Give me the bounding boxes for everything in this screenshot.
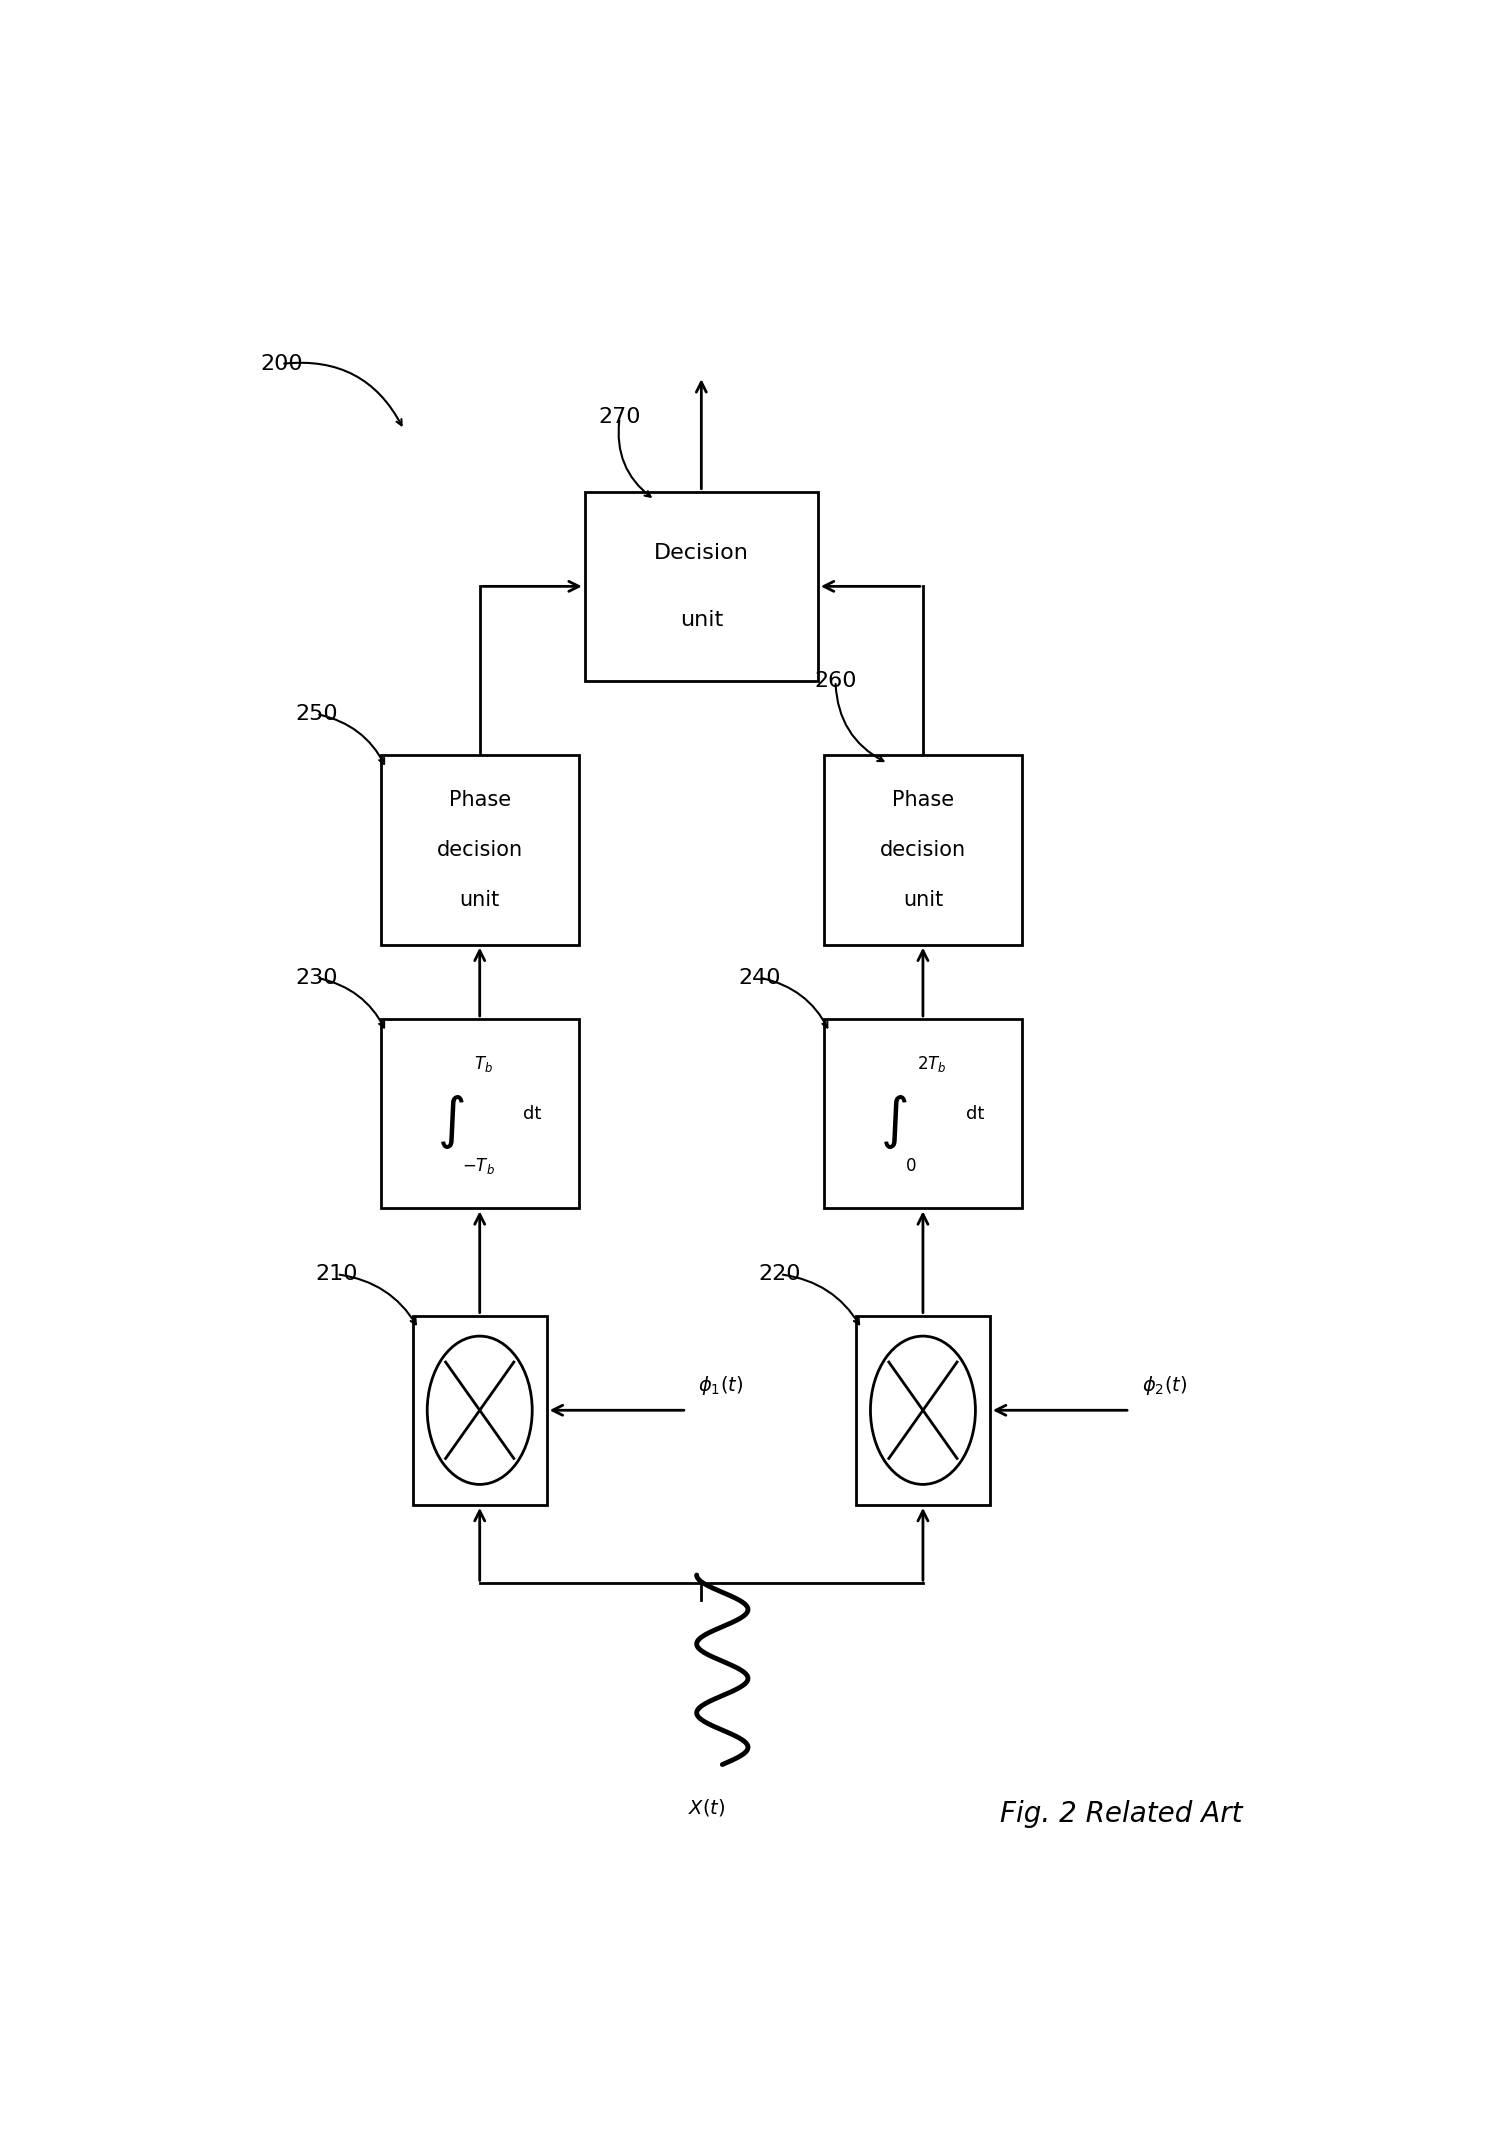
FancyBboxPatch shape — [823, 755, 1022, 944]
Text: 250: 250 — [295, 704, 337, 723]
Text: $\phi_1(t)$: $\phi_1(t)$ — [698, 1374, 743, 1397]
Circle shape — [870, 1335, 975, 1485]
Text: $2T_b$: $2T_b$ — [917, 1055, 947, 1074]
Text: $\int$: $\int$ — [880, 1094, 908, 1151]
Text: unit: unit — [903, 890, 944, 910]
Text: $0$: $0$ — [906, 1158, 917, 1175]
Text: Phase: Phase — [448, 790, 510, 811]
FancyBboxPatch shape — [584, 492, 819, 681]
Text: $-T_b$: $-T_b$ — [462, 1156, 495, 1177]
Text: 260: 260 — [814, 672, 856, 691]
Text: Phase: Phase — [892, 790, 954, 811]
Text: unit: unit — [459, 890, 500, 910]
Text: Fig. 2 Related Art: Fig. 2 Related Art — [999, 1800, 1243, 1828]
Text: $\phi_2(t)$: $\phi_2(t)$ — [1142, 1374, 1187, 1397]
Text: $\int$: $\int$ — [436, 1094, 465, 1151]
Text: 210: 210 — [316, 1265, 358, 1284]
FancyBboxPatch shape — [381, 1019, 579, 1209]
FancyBboxPatch shape — [381, 755, 579, 944]
Text: $T_b$: $T_b$ — [474, 1055, 492, 1074]
Text: 200: 200 — [260, 353, 303, 374]
Text: unit: unit — [680, 610, 722, 629]
Text: 270: 270 — [599, 407, 641, 428]
Text: dt: dt — [966, 1104, 984, 1124]
Text: 240: 240 — [739, 967, 781, 989]
Text: Decision: Decision — [653, 544, 749, 563]
Circle shape — [427, 1335, 533, 1485]
Text: 230: 230 — [295, 967, 337, 989]
Text: dt: dt — [524, 1104, 542, 1124]
Text: decision: decision — [880, 841, 966, 860]
Text: decision: decision — [436, 841, 522, 860]
FancyBboxPatch shape — [823, 1019, 1022, 1209]
FancyBboxPatch shape — [856, 1316, 990, 1504]
Text: 220: 220 — [759, 1265, 801, 1284]
Text: $X(t)$: $X(t)$ — [688, 1798, 725, 1819]
FancyBboxPatch shape — [412, 1316, 546, 1504]
